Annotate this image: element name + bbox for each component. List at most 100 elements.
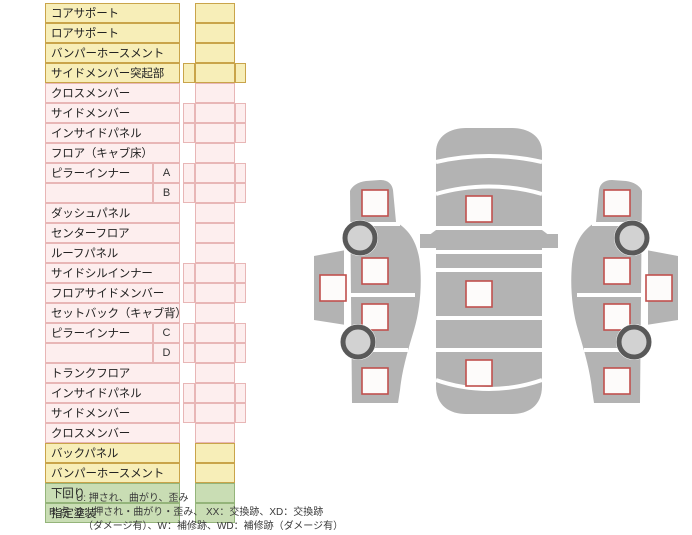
- mark-cell-c[interactable]: [195, 303, 235, 323]
- row-label: サイドメンバー: [45, 103, 180, 123]
- mark-cell-c[interactable]: [195, 63, 235, 83]
- row-sublabel: C: [153, 323, 180, 343]
- row-label: バックパネル: [45, 443, 180, 463]
- legend: - U: 押され、曲がり、歪み R 点 D：押され・曲がり・歪み、 XX：交換跡…: [30, 492, 390, 533]
- mark-cell-c[interactable]: [195, 203, 235, 223]
- mark-cell-c[interactable]: [195, 383, 235, 403]
- mark-cell-c[interactable]: [195, 343, 235, 363]
- marker-square[interactable]: [361, 367, 389, 395]
- row-label: クロスメンバー: [45, 423, 180, 443]
- mark-cell-c[interactable]: [195, 103, 235, 123]
- mark-cell-c[interactable]: [195, 443, 235, 463]
- marker-square[interactable]: [645, 274, 673, 302]
- mark-cell-c[interactable]: [195, 483, 235, 503]
- row-label: バンパーホースメント: [45, 43, 180, 63]
- table-row: セットバック（キャブ背）: [45, 303, 250, 323]
- mark-cell-r[interactable]: [235, 163, 246, 183]
- legend-value-u: U: 押され、曲がり、歪み: [76, 493, 189, 504]
- mark-cell-c[interactable]: [195, 23, 235, 43]
- table-row: D: [45, 343, 250, 363]
- mark-cell-l[interactable]: [183, 323, 195, 343]
- mark-cell-c[interactable]: [195, 123, 235, 143]
- mark-cell-l[interactable]: [183, 283, 195, 303]
- marker-square[interactable]: [465, 195, 493, 223]
- row-label: サイドシルインナー: [45, 263, 180, 283]
- mark-cell-l[interactable]: [183, 63, 195, 83]
- mark-cell-c[interactable]: [195, 463, 235, 483]
- table-row: クロスメンバー: [45, 423, 250, 443]
- table-row: インサイドパネル: [45, 123, 250, 143]
- mark-cell-r[interactable]: [235, 323, 246, 343]
- mark-cell-c[interactable]: [195, 423, 235, 443]
- mark-cell-l[interactable]: [183, 103, 195, 123]
- table-row: フロア（キャブ床）: [45, 143, 250, 163]
- mark-cell-c[interactable]: [195, 363, 235, 383]
- mark-cell-c[interactable]: [195, 183, 235, 203]
- row-label: [45, 343, 153, 363]
- row-sublabel: A: [153, 163, 180, 183]
- mark-cell-c[interactable]: [195, 223, 235, 243]
- marker-square[interactable]: [603, 367, 631, 395]
- mark-cell-l[interactable]: [183, 263, 195, 283]
- table-row: サイドメンバー: [45, 403, 250, 423]
- row-label: インサイドパネル: [45, 123, 180, 143]
- table-row: インサイドパネル: [45, 383, 250, 403]
- marker-square[interactable]: [603, 189, 631, 217]
- mark-cell-c[interactable]: [195, 283, 235, 303]
- row-label: 指定塗装: [45, 503, 180, 523]
- mark-cell-c[interactable]: [195, 83, 235, 103]
- mark-cell-r[interactable]: [235, 343, 246, 363]
- mark-cell-c[interactable]: [195, 263, 235, 283]
- table-row: B: [45, 183, 250, 203]
- top-view: [420, 128, 558, 414]
- mark-cell-r[interactable]: [235, 383, 246, 403]
- mark-cell-c[interactable]: [195, 3, 235, 23]
- marker-square[interactable]: [465, 280, 493, 308]
- mark-cell-c[interactable]: [195, 163, 235, 183]
- table-row: コアサポート: [45, 3, 250, 23]
- mark-cell-l[interactable]: [183, 163, 195, 183]
- mark-cell-c[interactable]: [195, 143, 235, 163]
- mark-cell-r[interactable]: [235, 263, 246, 283]
- row-label: フロア（キャブ床）: [45, 143, 180, 163]
- row-label: サイドメンバー: [45, 403, 180, 423]
- vehicle-diagram: [300, 118, 692, 435]
- top-divider-hood: [435, 154, 543, 164]
- table-row: サイドメンバー: [45, 103, 250, 123]
- mark-cell-l[interactable]: [183, 183, 195, 203]
- row-label: ダッシュパネル: [45, 203, 180, 223]
- mark-cell-l[interactable]: [183, 383, 195, 403]
- mark-cell-r[interactable]: [235, 103, 246, 123]
- mark-cell-l[interactable]: [183, 123, 195, 143]
- mark-cell-c[interactable]: [195, 323, 235, 343]
- marker-square[interactable]: [361, 257, 389, 285]
- row-label: 下回り: [45, 483, 180, 503]
- marker-square[interactable]: [465, 359, 493, 387]
- mark-cell-l[interactable]: [183, 343, 195, 363]
- marker-square[interactable]: [603, 257, 631, 285]
- marker-square[interactable]: [361, 189, 389, 217]
- row-label: フロアサイドメンバー: [45, 283, 180, 303]
- mark-cell-r[interactable]: [235, 63, 246, 83]
- mark-cell-c[interactable]: [195, 243, 235, 263]
- row-sublabel: D: [153, 343, 180, 363]
- row-label: インサイドパネル: [45, 383, 180, 403]
- mark-cell-c[interactable]: [195, 403, 235, 423]
- marker-square[interactable]: [603, 303, 631, 331]
- row-label: トランクフロア: [45, 363, 180, 383]
- mark-cell-r[interactable]: [235, 123, 246, 143]
- row-label: サイドメンバー突起部: [45, 63, 180, 83]
- legend-row-u: - U: 押され、曲がり、歪み: [30, 492, 390, 505]
- mark-cell-l[interactable]: [183, 403, 195, 423]
- row-label: バンパーホースメント: [45, 463, 180, 483]
- marker-square[interactable]: [361, 303, 389, 331]
- marker-square[interactable]: [319, 274, 347, 302]
- mark-cell-c[interactable]: [195, 503, 235, 523]
- left-front-wheel: [342, 220, 378, 256]
- mark-cell-r[interactable]: [235, 403, 246, 423]
- mark-cell-r[interactable]: [235, 183, 246, 203]
- mark-cell-r[interactable]: [235, 283, 246, 303]
- legend-row-rpoint: R 点 D：押され・曲がり・歪み、 XX：交換跡、XD：交換跡: [30, 506, 390, 519]
- mark-cell-c[interactable]: [195, 43, 235, 63]
